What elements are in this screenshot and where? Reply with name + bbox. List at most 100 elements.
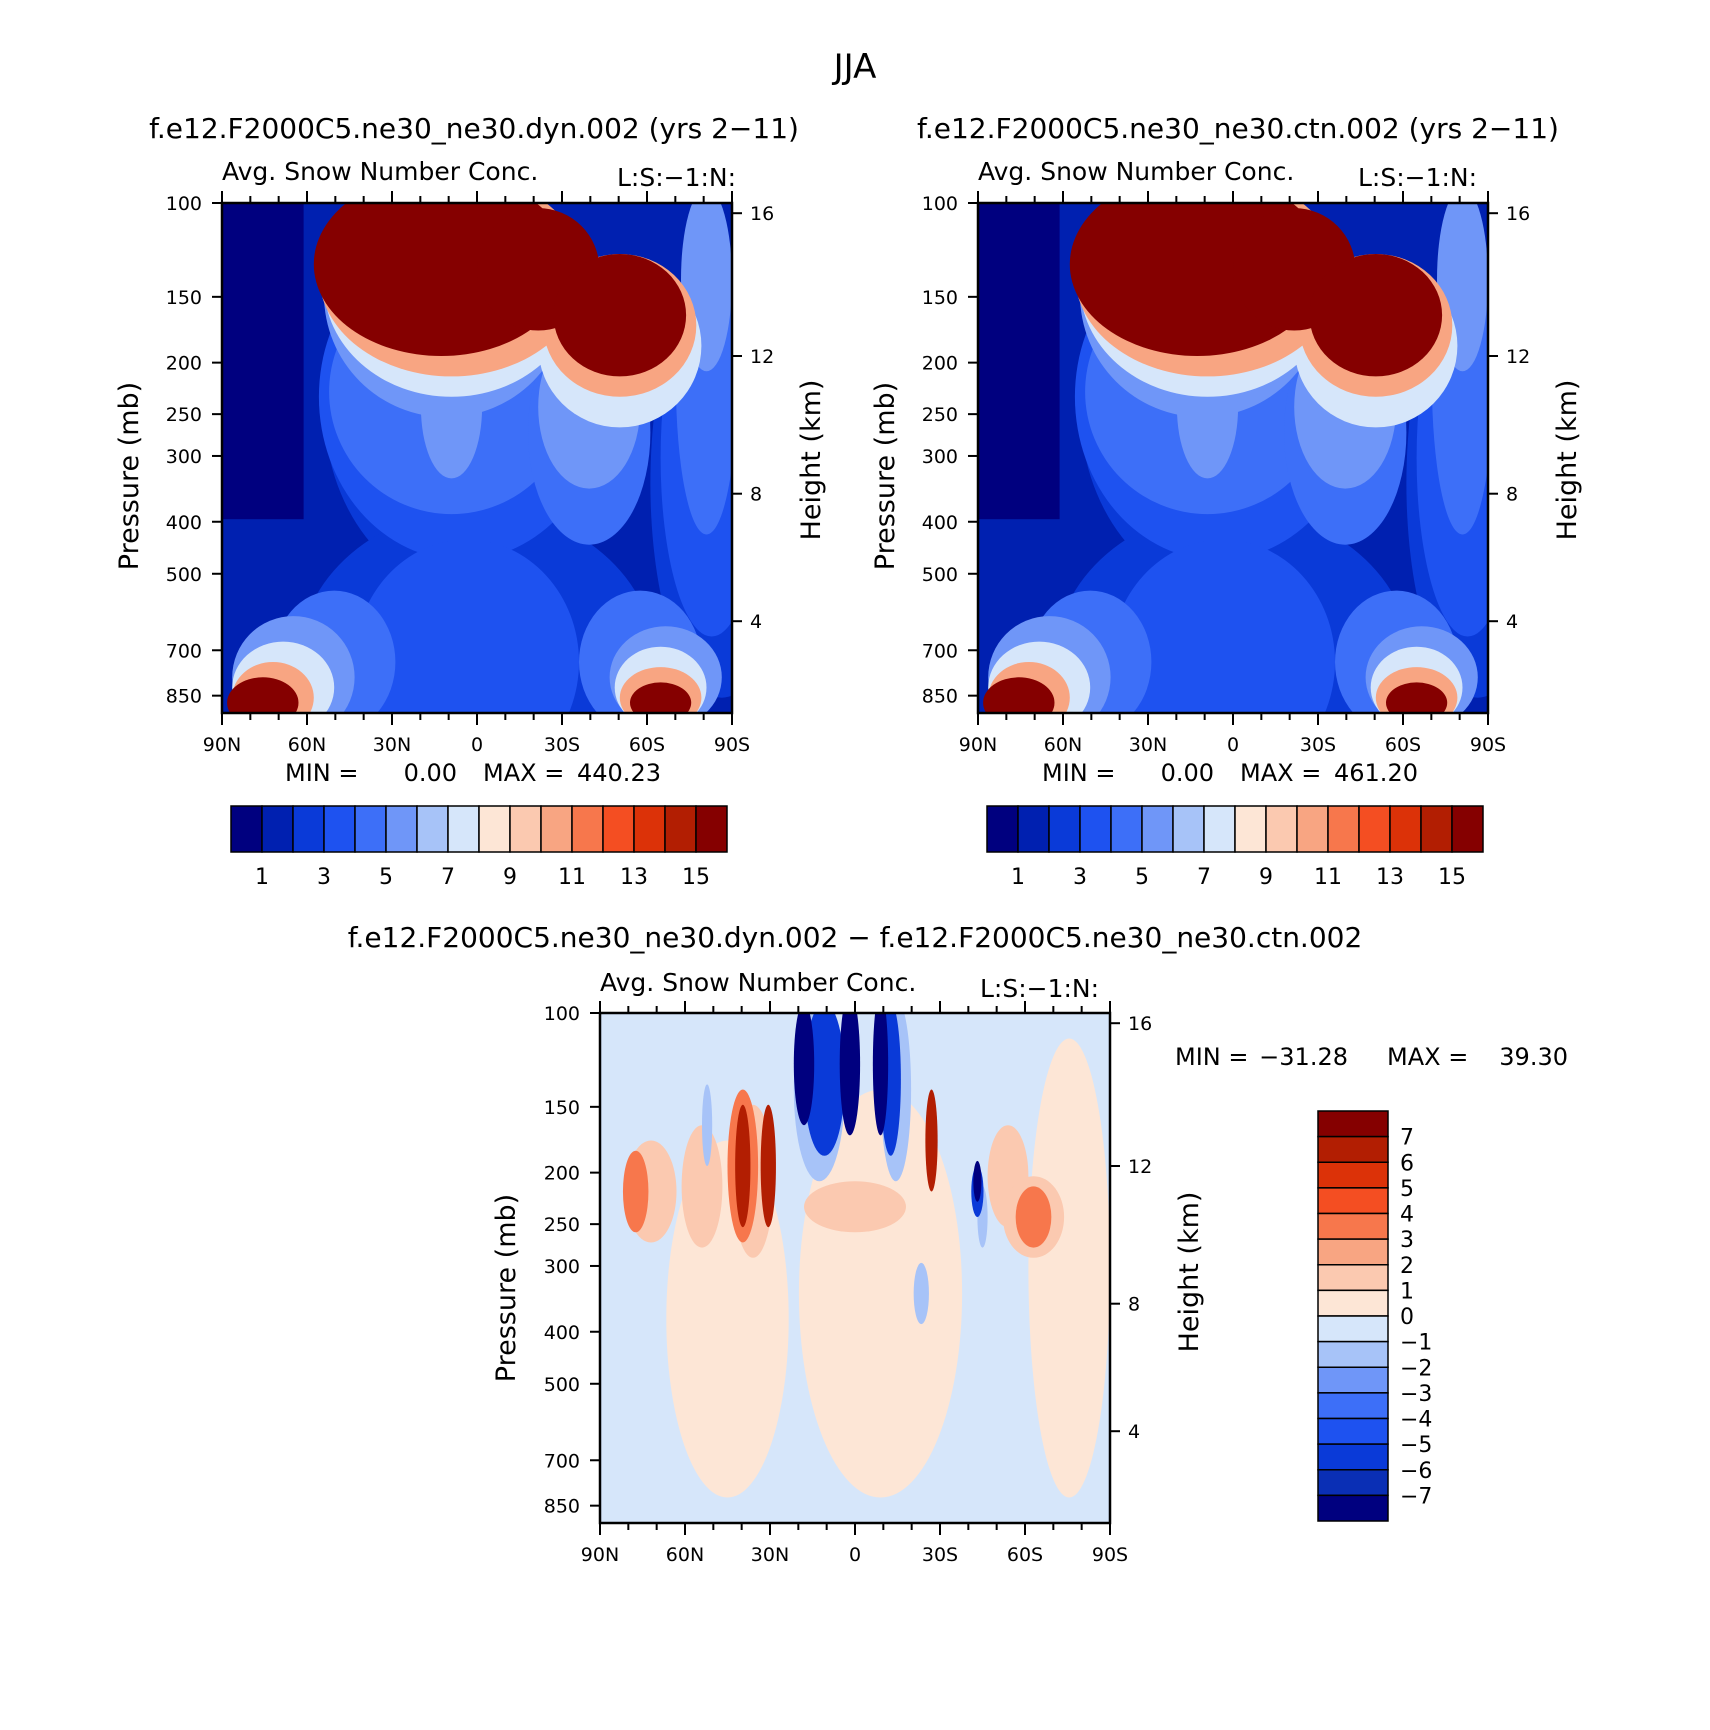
y-tick-label: 850 (544, 1496, 580, 1518)
y-right-tick-label: 8 (750, 484, 762, 506)
colorbar-label: 15 (682, 865, 710, 890)
y-tick-label: 250 (544, 1214, 580, 1236)
colorbar-swatch (1317, 1289, 1389, 1317)
contour-field (222, 203, 732, 713)
x-tick-label: 60S (629, 734, 665, 756)
x-tick-label: 60S (1007, 1544, 1043, 1566)
colorbar-label: −1 (1400, 1331, 1432, 1356)
contour-region (622, 1150, 649, 1233)
contour-region (1028, 1038, 1110, 1498)
colorbar-swatch (1317, 1212, 1389, 1240)
y-tick-label: 300 (166, 446, 202, 468)
colorbar-swatch (1420, 805, 1453, 853)
colorbar-swatch (602, 805, 635, 853)
colorbar-label: 9 (503, 865, 517, 890)
colorbar-swatch (1451, 805, 1484, 853)
axes: 100 150 200 250 300 400 500 700 850 16 12 8 4 90N 60N 3… (166, 191, 774, 756)
x-tick-label: 30N (373, 734, 411, 756)
colorbar-swatch (1048, 805, 1081, 853)
colorbar-swatch (1317, 1238, 1389, 1266)
y-tick-label: 150 (544, 1097, 580, 1119)
colorbar-swatch (1389, 805, 1422, 853)
colorbar-label: 3 (317, 865, 331, 890)
y-tick-label: 300 (544, 1256, 580, 1278)
min-value: 0.00 (404, 759, 457, 787)
y-axis-label: Pressure (mb) (114, 382, 145, 570)
panel-units: L:S:−1:N: (617, 163, 736, 192)
y-tick-label: 700 (166, 640, 202, 662)
y-right-axis-label: Height (km) (796, 380, 827, 541)
contour-region (681, 1125, 723, 1248)
contour-region (1386, 682, 1448, 713)
panel-subtitle: Avg. Snow Number Conc. (978, 157, 1294, 186)
y-right-tick-label: 4 (1128, 1421, 1140, 1443)
colorbar-swatch (1317, 1366, 1389, 1394)
contour-field (600, 1013, 1110, 1523)
colorbar-swatch (1017, 805, 1050, 853)
colorbar-swatch (633, 805, 666, 853)
min-value: 0.00 (1161, 759, 1214, 787)
x-tick-label: 30N (1129, 734, 1167, 756)
contour-region (839, 1013, 861, 1136)
max-label: MAX = (1387, 1043, 1468, 1071)
colorbar-swatch (1172, 805, 1205, 853)
contour-region (793, 1013, 815, 1126)
colorbar-swatch (261, 805, 294, 853)
axes: 100 150 200 250 300 400 500 700 850 16 12 8 4 90N 60N 3… (922, 191, 1530, 756)
colorbar-swatch (1317, 1417, 1389, 1445)
colorbar-swatch (1317, 1392, 1389, 1420)
panel-subtitle: Avg. Snow Number Conc. (600, 968, 916, 997)
contour-region (760, 1104, 776, 1228)
colorbar-swatch (1079, 805, 1112, 853)
colorbar-label: −5 (1400, 1433, 1432, 1458)
colorbar-swatch (695, 805, 728, 853)
y-tick-label: 250 (166, 404, 202, 426)
y-right-axis-label: Height (km) (1552, 380, 1583, 541)
x-tick-label: 0 (1227, 734, 1239, 756)
contour-region (1110, 539, 1335, 713)
colorbar-swatch (571, 805, 604, 853)
colorbar-label: 5 (1400, 1177, 1414, 1202)
x-tick-label: 90N (959, 734, 997, 756)
colorbar: 1 3 5 7 9 11 13 15 (986, 805, 1484, 890)
colorbar-swatch (509, 805, 542, 853)
contour-region (354, 539, 579, 713)
contour-region (872, 1013, 889, 1136)
y-tick-label: 150 (166, 287, 202, 309)
colorbar-swatch (1141, 805, 1174, 853)
y-tick-label: 200 (544, 1163, 580, 1185)
y-tick-label: 200 (922, 353, 958, 375)
y-tick-label: 850 (922, 686, 958, 708)
y-tick-label: 150 (922, 287, 958, 309)
y-right-tick-label: 4 (750, 611, 762, 633)
y-tick-label: 200 (166, 353, 202, 375)
colorbar-swatch (1317, 1469, 1389, 1497)
x-tick-label: 90S (1092, 1544, 1128, 1566)
y-tick-label: 400 (544, 1322, 580, 1344)
colorbar-label: 0 (1400, 1305, 1414, 1330)
contour-field (978, 203, 1488, 713)
contour-region (983, 677, 1055, 713)
x-tick-label: 30S (1300, 734, 1336, 756)
y-tick-label: 500 (166, 564, 202, 586)
contour-region (913, 1262, 929, 1325)
contour-region (973, 1160, 982, 1202)
y-tick-label: 100 (166, 193, 202, 215)
y-right-tick-label: 8 (1128, 1294, 1140, 1316)
x-tick-label: 0 (471, 734, 483, 756)
colorbar-label: 13 (1376, 865, 1404, 890)
colorbar-label: −2 (1400, 1356, 1432, 1381)
panel-dyn: f.e12.F2000C5.ne30_ne30.dyn.002 (yrs 2−1… (114, 112, 827, 890)
colorbar-swatch (1296, 805, 1329, 853)
max-label: MAX = (483, 759, 564, 787)
x-tick-label: 60N (1044, 734, 1082, 756)
colorbar-label: 4 (1400, 1203, 1414, 1228)
panel-difference: f.e12.F2000C5.ne30_ne30.dyn.002 − f.e12.… (348, 921, 1568, 1566)
x-tick-label: 30S (544, 734, 580, 756)
colorbar-label: 2 (1400, 1254, 1414, 1279)
x-tick-label: 30S (922, 1544, 958, 1566)
y-right-tick-label: 12 (750, 346, 774, 368)
colorbar-swatch (540, 805, 573, 853)
